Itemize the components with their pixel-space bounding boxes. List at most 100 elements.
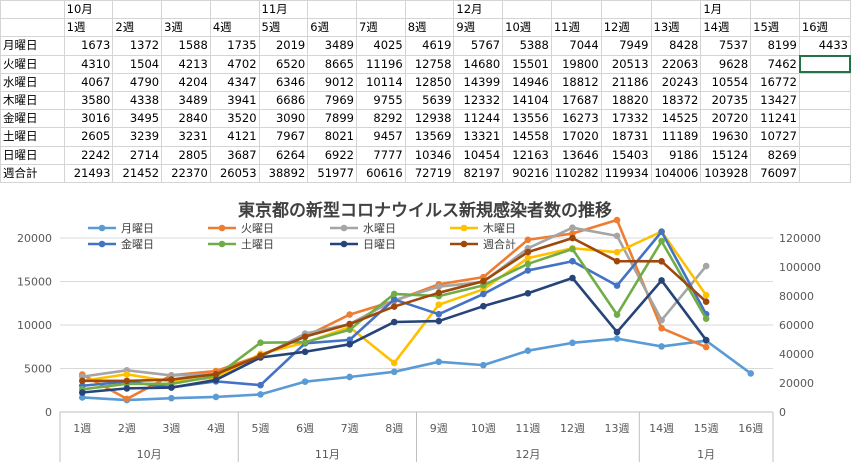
- cell[interactable]: 3520: [209, 109, 260, 129]
- cell[interactable]: 8665: [307, 54, 357, 74]
- cell[interactable]: 7967: [258, 127, 309, 147]
- cell[interactable]: 110282: [550, 163, 602, 183]
- cell[interactable]: 6686: [258, 90, 309, 111]
- cell[interactable]: 19800: [550, 54, 602, 74]
- cell[interactable]: 2840: [161, 109, 211, 129]
- cell[interactable]: 月曜日: [0, 36, 65, 56]
- cell[interactable]: 4347: [209, 72, 260, 92]
- cell[interactable]: 3941: [209, 90, 260, 111]
- cell[interactable]: 2242: [63, 145, 114, 165]
- cell[interactable]: 11週: [550, 18, 602, 38]
- cell[interactable]: [798, 109, 851, 129]
- cell[interactable]: [404, 0, 455, 20]
- cell[interactable]: 103928: [700, 163, 752, 183]
- cell[interactable]: 7週: [355, 18, 406, 38]
- cell[interactable]: 8428: [650, 36, 702, 56]
- cell[interactable]: [798, 90, 851, 111]
- cell[interactable]: 104006: [650, 163, 702, 183]
- cell[interactable]: 10346: [404, 145, 455, 165]
- cell[interactable]: 22370: [161, 163, 211, 183]
- cell[interactable]: 2019: [258, 36, 309, 56]
- cell[interactable]: 土曜日: [0, 127, 65, 147]
- cell[interactable]: 11189: [650, 127, 702, 147]
- spreadsheet-grid[interactable]: 10月 11月 12月 1月 1週 2週 3週 4週 5週 6週 7週 8週 9週 10週 11週 12週 13…: [0, 0, 851, 190]
- cell[interactable]: 21493: [63, 163, 114, 183]
- cell[interactable]: 60616: [355, 163, 406, 183]
- cell[interactable]: 26053: [209, 163, 260, 183]
- cell[interactable]: [798, 145, 851, 165]
- cell[interactable]: [750, 0, 800, 20]
- cell[interactable]: 6346: [258, 72, 309, 92]
- cell[interactable]: 3090: [258, 109, 309, 129]
- cell[interactable]: [502, 0, 552, 20]
- cell[interactable]: 5388: [502, 36, 552, 56]
- cell[interactable]: 2605: [63, 127, 114, 147]
- cell[interactable]: 17687: [550, 90, 602, 111]
- cell[interactable]: 18820: [600, 90, 652, 111]
- cell[interactable]: 14558: [502, 127, 552, 147]
- cell[interactable]: 13556: [502, 109, 552, 129]
- cell[interactable]: 90216: [502, 163, 552, 183]
- cell[interactable]: 20513: [600, 54, 652, 74]
- cell[interactable]: 14946: [502, 72, 552, 92]
- cell[interactable]: 3週: [161, 18, 211, 38]
- cell[interactable]: 13321: [453, 127, 504, 147]
- cell[interactable]: 7899: [307, 109, 357, 129]
- cell[interactable]: 12月: [453, 0, 504, 20]
- cell[interactable]: 日曜日: [0, 145, 65, 165]
- cell[interactable]: 8199: [750, 36, 800, 56]
- cell[interactable]: 10月: [63, 0, 114, 20]
- cell[interactable]: 76097: [750, 163, 800, 183]
- cell[interactable]: 11196: [355, 54, 406, 74]
- cell[interactable]: 水曜日: [0, 72, 65, 92]
- cell[interactable]: 14104: [502, 90, 552, 111]
- cell[interactable]: [600, 0, 652, 20]
- cell[interactable]: 7969: [307, 90, 357, 111]
- cell[interactable]: 18731: [600, 127, 652, 147]
- cell[interactable]: 9755: [355, 90, 406, 111]
- cell[interactable]: 10114: [355, 72, 406, 92]
- cell[interactable]: [0, 0, 65, 20]
- cell[interactable]: 3495: [112, 109, 163, 129]
- cell[interactable]: 12938: [404, 109, 455, 129]
- cell[interactable]: [798, 127, 851, 147]
- cell[interactable]: 12850: [404, 72, 455, 92]
- cell[interactable]: 4週: [209, 18, 260, 38]
- cell[interactable]: 3016: [63, 109, 114, 129]
- cell[interactable]: 1372: [112, 36, 163, 56]
- cell[interactable]: 6週: [307, 18, 357, 38]
- cell[interactable]: 6264: [258, 145, 309, 165]
- cell[interactable]: 11241: [750, 109, 800, 129]
- cell[interactable]: 7537: [700, 36, 752, 56]
- cell[interactable]: 6922: [307, 145, 357, 165]
- cell[interactable]: 4310: [63, 54, 114, 74]
- cell[interactable]: 8週: [404, 18, 455, 38]
- cell[interactable]: 38892: [258, 163, 309, 183]
- cell[interactable]: [550, 0, 602, 20]
- cell[interactable]: 51977: [307, 163, 357, 183]
- cell[interactable]: 3687: [209, 145, 260, 165]
- cell[interactable]: [798, 54, 851, 74]
- cell[interactable]: 2週: [112, 18, 163, 38]
- cell[interactable]: 3489: [161, 90, 211, 111]
- cell[interactable]: 11月: [258, 0, 309, 20]
- cell[interactable]: 11244: [453, 109, 504, 129]
- cell[interactable]: 8292: [355, 109, 406, 129]
- cell[interactable]: 4619: [404, 36, 455, 56]
- cell[interactable]: 7044: [550, 36, 602, 56]
- cell[interactable]: 12758: [404, 54, 455, 74]
- cell[interactable]: 1週: [63, 18, 114, 38]
- cell[interactable]: 4702: [209, 54, 260, 74]
- cell[interactable]: 1月: [700, 0, 752, 20]
- cell[interactable]: 13646: [550, 145, 602, 165]
- cell[interactable]: 72719: [404, 163, 455, 183]
- cell[interactable]: 7949: [600, 36, 652, 56]
- cell[interactable]: 15124: [700, 145, 752, 165]
- cell[interactable]: 12332: [453, 90, 504, 111]
- cell[interactable]: 82197: [453, 163, 504, 183]
- cell[interactable]: 10454: [453, 145, 504, 165]
- cell[interactable]: 14399: [453, 72, 504, 92]
- cell[interactable]: 3231: [161, 127, 211, 147]
- cell[interactable]: 4121: [209, 127, 260, 147]
- cell[interactable]: 5767: [453, 36, 504, 56]
